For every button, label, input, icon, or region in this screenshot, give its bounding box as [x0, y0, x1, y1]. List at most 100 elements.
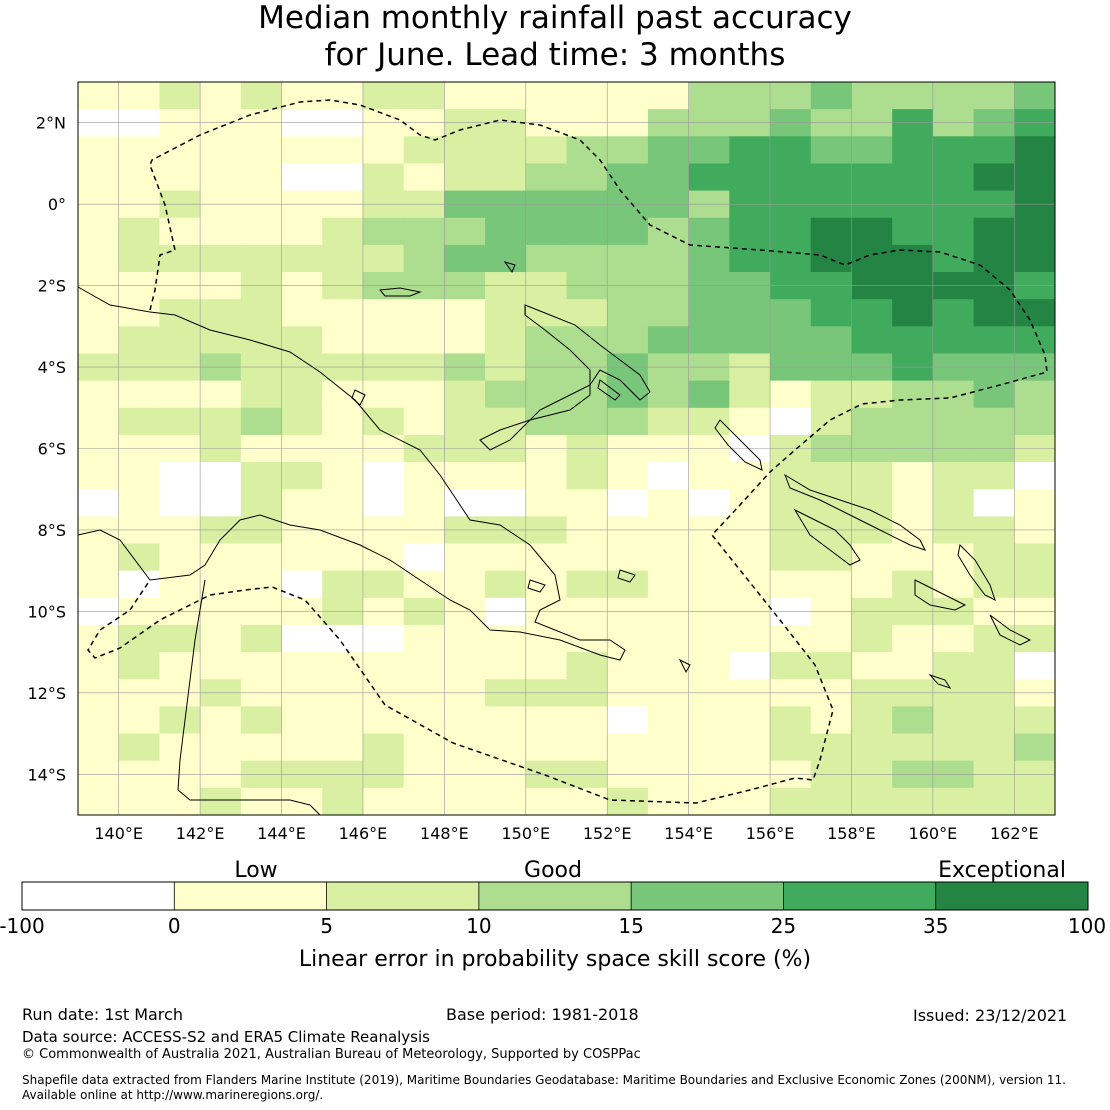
skill-cell [485, 787, 527, 816]
skill-cell [688, 462, 730, 490]
skill-cell [973, 136, 1015, 164]
lon-tick-label: 140°E [94, 824, 143, 843]
skill-cell [485, 299, 527, 327]
skill-cell [281, 462, 323, 490]
skill-cell [973, 733, 1015, 762]
skill-cell [932, 217, 974, 246]
skill-cell [566, 787, 608, 816]
skill-cell [932, 706, 974, 734]
skill-cell [688, 407, 730, 436]
skill-cell [403, 543, 445, 572]
skill-cell [200, 543, 242, 572]
skill-cell [851, 462, 893, 490]
skill-cell [281, 706, 323, 734]
skill-cell [607, 217, 649, 246]
skill-cell [647, 543, 690, 572]
skill-cell [240, 380, 282, 409]
lon-tick-label: 148°E [420, 824, 469, 843]
skill-cell [281, 380, 323, 409]
skill-cell [322, 787, 364, 816]
skill-cell [688, 624, 730, 653]
skill-cell [647, 136, 690, 164]
skill-cell [200, 299, 242, 327]
skill-cell [118, 624, 160, 653]
skill-cell [200, 326, 242, 354]
skill-cell [932, 462, 974, 490]
skill-cell [485, 543, 527, 572]
skill-cell [159, 652, 201, 680]
skill-cell [851, 570, 893, 599]
skill-cell [973, 299, 1015, 327]
coastlines [77, 261, 1032, 816]
skill-cell [444, 462, 486, 490]
skill-cell [688, 244, 730, 273]
skill-cell [159, 136, 201, 164]
skill-cell [322, 136, 364, 164]
skill-cell [810, 82, 852, 110]
skill-cell [1014, 787, 1056, 816]
skill-cell [932, 82, 974, 110]
skill-cell [362, 570, 405, 599]
colorbar-frame [21, 881, 1089, 911]
skill-cell [1014, 82, 1056, 110]
colorbar-bin [935, 882, 1089, 910]
skill-cell [892, 407, 934, 436]
skill-cell [444, 624, 486, 653]
skill-cell [810, 462, 852, 490]
skill-cell [444, 570, 486, 599]
skill-cell [281, 489, 323, 517]
skill-cell [200, 787, 242, 816]
skill-cell [566, 299, 608, 327]
png-eez-boundary [87, 99, 1048, 804]
skill-cell [566, 407, 608, 436]
skill-cell [932, 380, 974, 409]
skill-cell [607, 652, 649, 680]
skill-cell [281, 543, 323, 572]
skill-cell [729, 733, 771, 762]
skill-cell [810, 706, 852, 734]
skill-cell [525, 652, 567, 680]
skill-cell [1014, 244, 1056, 273]
skill-cell [525, 570, 567, 599]
skill-cell [607, 299, 649, 327]
skill-cell [647, 462, 690, 490]
skill-cell [1014, 136, 1056, 164]
skill-cell [322, 489, 364, 517]
skill-cell [444, 299, 486, 327]
new-guinea-coastline [77, 286, 626, 661]
skill-cell [403, 570, 445, 599]
skill-cell [892, 489, 934, 517]
skill-cell [362, 787, 405, 816]
skill-cell [892, 570, 934, 599]
colorbar-bin [631, 882, 784, 910]
skill-cell [892, 326, 934, 354]
skill-cell [159, 407, 201, 436]
skill-cell [729, 244, 771, 273]
skill-cell [159, 299, 201, 327]
skill-cell [200, 136, 242, 164]
skill-cell [770, 136, 812, 164]
skill-cell [200, 652, 242, 680]
skill-cell [240, 136, 282, 164]
skill-cell [729, 217, 771, 246]
skill-cell [892, 244, 934, 273]
skill-cell [729, 380, 771, 409]
skill-cell [485, 407, 527, 436]
skill-cell [444, 82, 486, 110]
skill-cell [688, 217, 730, 246]
skill-cell [78, 624, 120, 653]
colorbar-tick-label: 100 [1068, 914, 1106, 938]
skill-cell [403, 136, 445, 164]
skill-cell [118, 733, 160, 762]
lon-tick-label: 144°E [257, 824, 306, 843]
skill-cell [932, 163, 974, 191]
skill-cell [566, 570, 608, 599]
skill-cell [78, 163, 120, 191]
skill-cell [159, 82, 201, 110]
skill-cell [362, 706, 405, 734]
skill-cell [118, 299, 160, 327]
skill-cell [688, 706, 730, 734]
skill-cell [525, 380, 567, 409]
skill-cell [851, 380, 893, 409]
